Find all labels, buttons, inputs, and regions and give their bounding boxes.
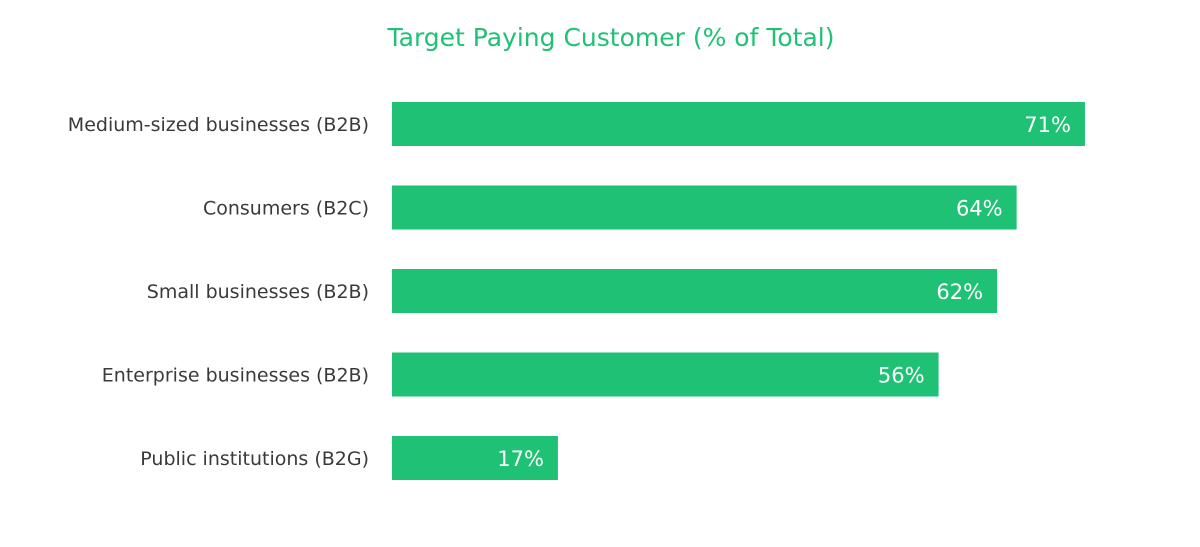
category-label-2: Small businesses (B2B) — [147, 281, 369, 303]
bars-group: Medium-sized businesses (B2B) 71% Consumer… — [68, 102, 1085, 480]
bar-3 — [392, 352, 939, 397]
bar-4 — [392, 436, 558, 480]
category-label-1: Consumers (B2C) — [203, 198, 369, 220]
value-label-0: 71% — [1024, 113, 1071, 137]
value-label-3: 56% — [878, 364, 925, 388]
category-label-0: Medium-sized businesses (B2B) — [68, 114, 369, 136]
category-label-3: Enterprise businesses (B2B) — [102, 365, 369, 387]
category-label-4: Public institutions (B2G) — [140, 448, 369, 470]
value-label-1: 64% — [956, 197, 1003, 221]
chart-title: Target Paying Customer (% of Total) — [387, 23, 835, 52]
value-label-2: 62% — [936, 280, 983, 304]
bar-2 — [392, 269, 998, 313]
bar-1 — [392, 185, 1017, 230]
bar-0 — [392, 102, 1085, 146]
value-label-4: 17% — [497, 447, 544, 471]
